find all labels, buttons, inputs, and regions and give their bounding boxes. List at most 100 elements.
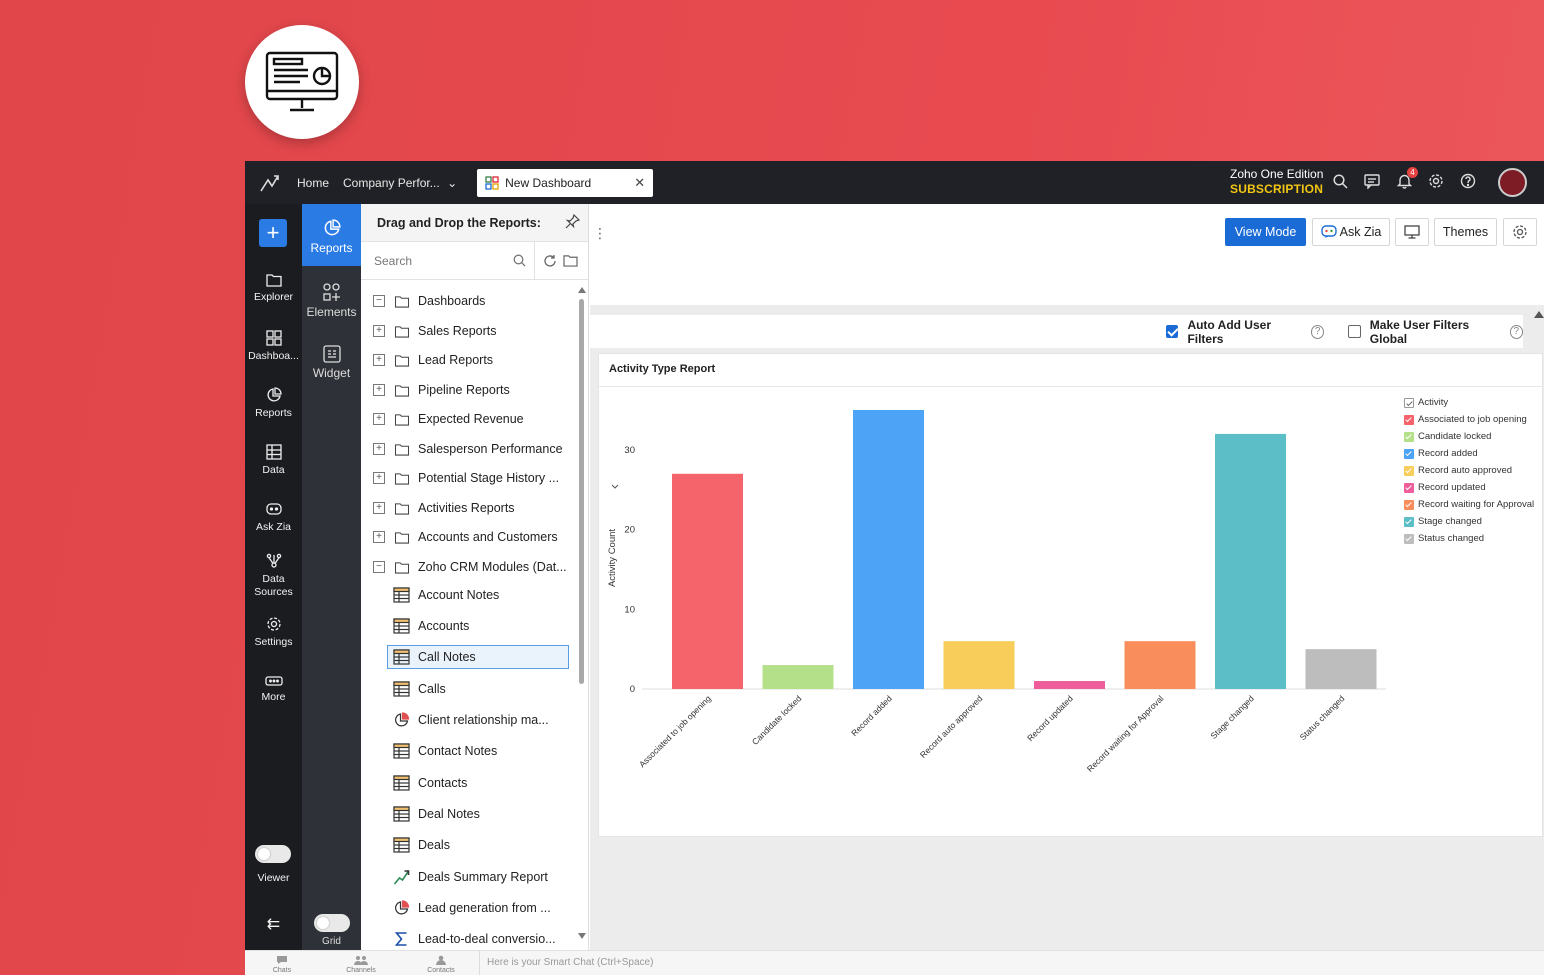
rail-item-explorer[interactable]: Explorer xyxy=(245,273,302,303)
expand-toggle-icon[interactable]: + xyxy=(373,472,385,484)
smart-chat-input[interactable]: Here is your Smart Chat (Ctrl+Space) xyxy=(487,957,654,968)
tree-report-item[interactable]: Lead-to-deal conversio... xyxy=(387,927,556,951)
legend-item[interactable]: Record auto approved xyxy=(1404,462,1534,479)
home-link[interactable]: Home xyxy=(297,175,330,190)
folder-icon[interactable] xyxy=(563,254,578,267)
tree-folder[interactable]: + Pipeline Reports xyxy=(361,378,510,402)
tree-report-item[interactable]: Deals Summary Report xyxy=(387,865,548,889)
scroll-up-icon[interactable] xyxy=(578,287,586,293)
legend-item[interactable]: Associated to job opening xyxy=(1404,411,1534,428)
tab-new-dashboard[interactable]: New Dashboard ✕ xyxy=(477,168,654,197)
expand-toggle-icon[interactable]: + xyxy=(373,384,385,396)
make-global-checkbox[interactable] xyxy=(1348,325,1361,338)
expand-toggle-icon[interactable]: + xyxy=(373,531,385,543)
legend-item[interactable]: Record added xyxy=(1404,445,1534,462)
create-new-button[interactable]: + xyxy=(259,219,287,247)
tree-report-item[interactable]: Call Notes xyxy=(387,645,569,669)
drawer-scrollbar[interactable] xyxy=(578,287,586,945)
dashboard-icon xyxy=(485,175,499,190)
pin-icon[interactable] xyxy=(565,213,581,232)
chats-tab[interactable]: Chats xyxy=(270,955,294,974)
rail-label-data-sources: Data Sources xyxy=(254,573,293,598)
view-mode-button[interactable]: View Mode xyxy=(1225,218,1306,246)
collapse-menu-icon[interactable]: ⇇ xyxy=(266,916,281,933)
close-icon[interactable]: ✕ xyxy=(634,174,646,190)
legend-title[interactable]: Activity xyxy=(1404,394,1534,411)
expand-toggle-icon[interactable]: + xyxy=(373,413,385,425)
refresh-icon[interactable] xyxy=(543,254,557,268)
gear-icon xyxy=(1513,225,1527,239)
scroll-down-icon[interactable] xyxy=(578,933,586,939)
legend-item[interactable]: Record waiting for Approval xyxy=(1404,496,1534,513)
rail-item-data[interactable]: Data xyxy=(245,444,302,476)
dashboard-settings-button[interactable] xyxy=(1503,218,1537,246)
tree-report-item[interactable]: Calls xyxy=(387,677,446,701)
tree-folder[interactable]: + Salesperson Performance xyxy=(361,437,563,461)
panel-tab-widget[interactable]: Widget xyxy=(302,345,361,380)
tree-folder-label: Zoho CRM Modules (Dat... xyxy=(418,560,567,574)
expand-toggle-icon[interactable]: + xyxy=(373,325,385,337)
avatar[interactable] xyxy=(1498,168,1527,197)
auto-add-checkbox[interactable] xyxy=(1166,325,1179,338)
contacts-tab[interactable]: Contacts xyxy=(425,955,457,974)
legend-item[interactable]: Record updated xyxy=(1404,479,1534,496)
ask-zia-button[interactable]: Ask Zia xyxy=(1312,218,1390,246)
tree-report-item[interactable]: Lead generation from ... xyxy=(387,896,551,920)
tree-folder[interactable]: + Lead Reports xyxy=(361,348,493,372)
tree-report-item[interactable]: Deal Notes xyxy=(387,802,480,826)
legend-item[interactable]: Candidate locked xyxy=(1404,428,1534,445)
legend-checkbox[interactable] xyxy=(1404,397,1414,408)
grid-toggle[interactable] xyxy=(314,914,350,932)
chat-icon[interactable] xyxy=(1363,172,1381,190)
notification-bell-icon[interactable]: 4 xyxy=(1395,167,1418,190)
analytics-logo-icon[interactable] xyxy=(245,174,297,192)
tree-folder[interactable]: − Dashboards xyxy=(361,289,485,313)
tree-report-item[interactable]: Accounts xyxy=(387,614,469,638)
rail-item-dashboards[interactable]: Dashboa... xyxy=(245,330,302,362)
tree-folder[interactable]: + Sales Reports xyxy=(361,319,497,343)
expand-toggle-icon[interactable]: + xyxy=(373,443,385,455)
rail-item-settings[interactable]: Settings xyxy=(245,616,302,648)
folder-icon xyxy=(394,384,410,397)
search-icon[interactable] xyxy=(1331,172,1349,190)
legend-item[interactable]: Status changed xyxy=(1404,530,1534,547)
settings-gear-icon[interactable] xyxy=(1427,172,1445,190)
expand-toggle-icon[interactable]: + xyxy=(373,354,385,366)
expand-toggle-icon[interactable]: − xyxy=(373,295,385,307)
scrollbar-thumb[interactable] xyxy=(579,299,584,684)
tree-folder[interactable]: + Accounts and Customers xyxy=(361,525,558,549)
subscription-link[interactable]: SUBSCRIPTION xyxy=(1230,182,1324,196)
workspace-dropdown[interactable]: Company Perfor... ⌄ xyxy=(343,176,457,190)
panel-tab-reports[interactable]: Reports xyxy=(302,204,361,266)
expand-toggle-icon[interactable]: − xyxy=(373,561,385,573)
tree-report-item[interactable]: Account Notes xyxy=(387,583,499,607)
help-icon[interactable] xyxy=(1459,172,1477,190)
help-icon[interactable]: ? xyxy=(1310,324,1325,339)
report-widget[interactable]: Activity Type Report 0 10 20 30 Activity Cou… xyxy=(598,353,1544,837)
search-input[interactable]: Search xyxy=(361,241,535,280)
rail-item-reports[interactable]: Reports xyxy=(245,387,302,419)
channels-tab[interactable]: Channels xyxy=(344,955,378,974)
preview-button[interactable] xyxy=(1395,218,1429,246)
tree-report-item[interactable]: Contact Notes xyxy=(387,739,497,763)
tree-folder[interactable]: + Potential Stage History ... xyxy=(361,466,559,490)
x-tick-label: Record waiting for Approval xyxy=(1085,693,1166,774)
rail-item-data-sources[interactable]: Data Sources xyxy=(245,553,302,599)
tree-folder[interactable]: − Zoho CRM Modules (Dat... xyxy=(361,555,567,579)
legend-item[interactable]: Stage changed xyxy=(1404,513,1534,530)
tree-report-item[interactable]: Deals xyxy=(387,833,450,857)
tree-folder[interactable]: + Activities Reports xyxy=(361,496,515,520)
expand-toggle-icon[interactable]: + xyxy=(373,502,385,514)
rail-item-more[interactable]: More xyxy=(245,675,302,703)
canvas-scroll-up-icon[interactable] xyxy=(1534,309,1544,319)
rail-item-ask-zia[interactable]: Ask Zia xyxy=(245,501,302,533)
panel-tab-elements[interactable]: Elements xyxy=(302,282,361,319)
tree-report-item[interactable]: Client relationship ma... xyxy=(387,708,549,732)
bar-chart: 0 10 20 30 Activity Count Associated to job o… xyxy=(607,410,1386,774)
tree-report-item[interactable]: Contacts xyxy=(387,771,467,795)
themes-button[interactable]: Themes xyxy=(1434,218,1497,246)
help-icon[interactable]: ? xyxy=(1509,324,1523,339)
viewer-toggle[interactable] xyxy=(255,845,291,863)
drawer-more-icon[interactable]: ⋮ xyxy=(593,225,607,241)
tree-folder[interactable]: + Expected Revenue xyxy=(361,407,524,431)
